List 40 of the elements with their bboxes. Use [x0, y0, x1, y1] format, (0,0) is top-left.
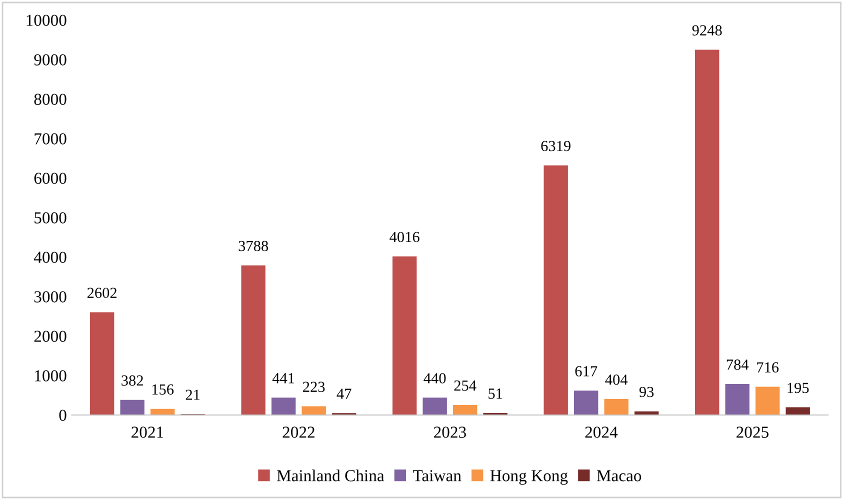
- data-label: 195: [788, 382, 809, 394]
- x-tick-label: 2025: [736, 426, 768, 438]
- y-tick-label: 5000: [34, 212, 66, 224]
- data-label: 716: [757, 362, 779, 373]
- data-label: 93: [639, 386, 654, 398]
- data-label: 617: [575, 366, 598, 376]
- y-tick-label: 2000: [34, 330, 66, 342]
- y-tick-label: 0: [59, 410, 66, 421]
- legend-label: Macao: [596, 470, 642, 482]
- y-tick-label: 1000: [35, 370, 66, 382]
- data-label: 21: [186, 390, 200, 400]
- data-label: 440: [424, 373, 446, 384]
- legend-label: Taiwan: [412, 470, 462, 482]
- y-tick-label: 4000: [34, 252, 66, 263]
- x-tick-label: 2024: [585, 426, 618, 438]
- y-tick-label: 3000: [34, 291, 66, 302]
- x-tick-label: 2021: [132, 426, 164, 438]
- y-tick-label: 10000: [26, 14, 66, 26]
- y-tick-label: 9000: [34, 54, 66, 66]
- data-label: 4016: [390, 232, 420, 242]
- legend-label: Mainland China: [276, 470, 384, 482]
- data-label: 254: [454, 380, 476, 391]
- x-tick-label: 2022: [282, 426, 314, 438]
- y-tick-label: 8000: [34, 94, 66, 105]
- data-label: 441: [272, 373, 294, 384]
- data-label: 9248: [692, 25, 722, 36]
- data-label: 156: [152, 384, 174, 395]
- y-tick-label: 6000: [34, 172, 66, 184]
- data-label: 47: [336, 388, 352, 399]
- legend-label: Hong Kong: [490, 470, 568, 485]
- data-label: 404: [605, 374, 628, 385]
- data-label: 2602: [87, 288, 117, 298]
- data-label: 3788: [238, 240, 268, 252]
- data-label: 784: [726, 360, 749, 370]
- y-tick-label: 7000: [34, 133, 66, 144]
- data-label: 51: [488, 388, 502, 399]
- data-label: 6319: [541, 140, 570, 152]
- data-label: 382: [122, 375, 143, 386]
- data-label: 223: [303, 382, 325, 392]
- x-tick-label: 2023: [434, 426, 466, 438]
